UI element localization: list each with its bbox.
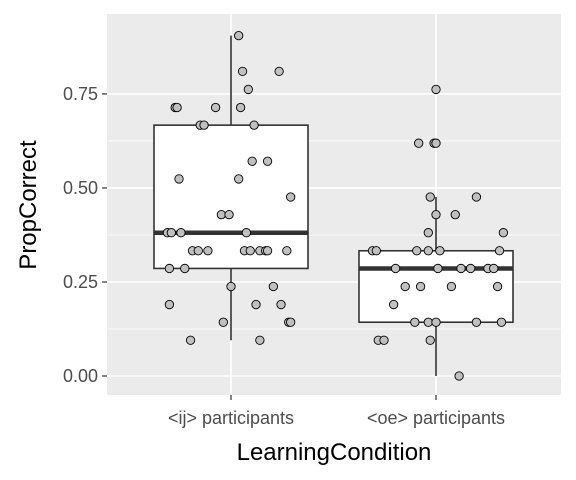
data-point	[226, 281, 236, 292]
data-point	[471, 192, 482, 202]
data-point	[172, 102, 182, 113]
data-point	[465, 263, 476, 274]
y-tick-label: 0.25	[63, 272, 98, 292]
data-point	[176, 228, 186, 238]
data-point	[435, 246, 445, 256]
data-point	[164, 299, 175, 310]
data-point	[174, 174, 184, 184]
data-point	[286, 192, 296, 202]
data-point	[431, 84, 441, 95]
data-point	[371, 246, 381, 256]
data-point	[498, 228, 509, 238]
y-tick-label: 0.00	[63, 366, 98, 386]
y-tick-labels: 0.00 0.25 0.50 0.75	[63, 84, 98, 386]
y-axis-title: PropCorrect	[15, 140, 42, 270]
whiskers	[230, 35, 437, 376]
data-point	[251, 299, 261, 310]
data-point	[492, 281, 503, 292]
data-point	[235, 102, 246, 113]
data-point	[243, 84, 253, 95]
data-point	[400, 281, 410, 292]
data-point	[262, 156, 273, 166]
data-point	[216, 210, 227, 220]
data-point	[203, 246, 213, 256]
data-point	[379, 335, 389, 345]
data-point	[199, 120, 209, 130]
data-point	[193, 246, 203, 256]
data-point	[245, 246, 255, 256]
data-point	[423, 246, 433, 256]
box-iqr	[153, 124, 309, 270]
data-point	[423, 317, 433, 327]
data-point	[494, 246, 505, 256]
data-point	[496, 317, 507, 327]
data-point	[423, 228, 433, 238]
data-point	[388, 299, 399, 310]
data-point	[431, 138, 441, 148]
data-point	[282, 246, 292, 256]
data-point	[218, 317, 228, 327]
data-point	[425, 192, 435, 202]
data-point	[164, 263, 175, 274]
data-point	[456, 263, 466, 274]
data-point	[410, 317, 420, 327]
data-point	[247, 156, 257, 166]
data-point	[255, 335, 265, 345]
data-point	[286, 317, 296, 327]
data-point	[446, 281, 457, 292]
data-point	[237, 66, 248, 77]
x-axis-title: LearningCondition	[237, 439, 432, 466]
data-point	[415, 281, 426, 292]
y-tick-label: 0.50	[63, 178, 98, 198]
boxes	[153, 124, 514, 324]
axis-ticks	[102, 93, 437, 400]
data-point	[471, 317, 482, 327]
data-point	[433, 263, 443, 274]
data-points	[162, 30, 509, 381]
data-point	[249, 120, 259, 130]
y-tick-label: 0.75	[63, 84, 98, 104]
data-point	[431, 317, 441, 327]
data-point	[185, 335, 196, 345]
data-point	[274, 66, 284, 77]
data-point	[166, 228, 176, 238]
data-point	[224, 210, 234, 220]
data-point	[234, 30, 244, 41]
data-point	[180, 263, 190, 274]
data-point	[431, 210, 441, 220]
x-tick-label: <ij> participants	[168, 408, 294, 428]
data-point	[414, 138, 424, 148]
data-point	[262, 246, 273, 256]
data-point	[489, 263, 499, 274]
data-point	[454, 371, 464, 381]
data-point	[234, 174, 244, 184]
box-iqr	[358, 249, 514, 324]
data-point	[241, 228, 252, 238]
x-tick-labels: <ij> participants <oe> participants	[168, 408, 505, 428]
data-point	[425, 335, 435, 345]
data-point	[210, 102, 221, 113]
data-point	[276, 299, 286, 310]
data-point	[390, 263, 401, 274]
data-point	[450, 210, 460, 220]
x-tick-label: <oe> participants	[367, 408, 505, 428]
data-point	[268, 281, 278, 292]
data-point	[412, 246, 422, 256]
